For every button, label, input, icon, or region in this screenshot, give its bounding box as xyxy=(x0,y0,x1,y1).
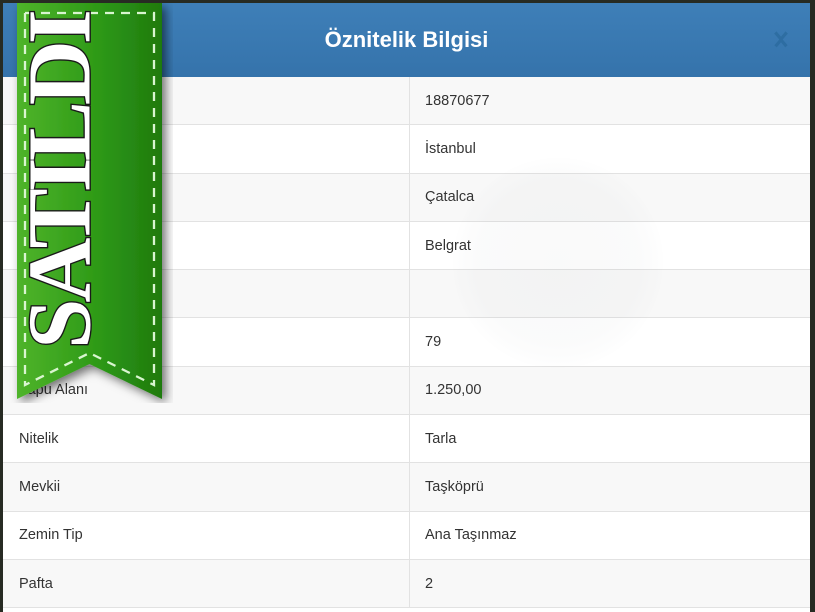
svg-text:SATILDI: SATILDI xyxy=(11,12,110,348)
